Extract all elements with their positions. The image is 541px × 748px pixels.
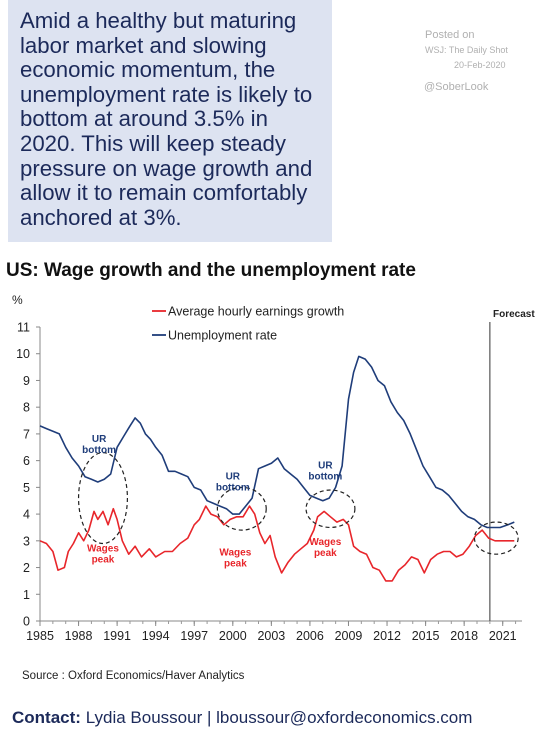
watermark-date: 20-Feb-2020 <box>454 60 506 70</box>
x-tick-label: 2015 <box>412 629 440 643</box>
callout-text: Amid a healthy but maturing labor market… <box>20 8 336 230</box>
forecast-label: Forecast <box>493 309 535 320</box>
callout-line: Amid a healthy but maturing <box>20 8 297 33</box>
annotation-wg2-line: peak <box>224 559 247 570</box>
y-tick-label: 7 <box>23 427 30 441</box>
callout-line: 2020. This will keep steady <box>20 130 286 156</box>
line-chart: % 0 1 2 3 4 5 6 7 8 9 10 11 1985 1988 1991 1994 1997 2000 2… <box>12 293 535 643</box>
watermark-posted: Posted on <box>425 29 475 41</box>
callout-line: economic momentum, the <box>20 57 276 83</box>
y-axis-label: % <box>12 293 23 307</box>
contact-line: Contact: Lydia Boussour | lboussour@oxfo… <box>12 708 472 728</box>
y-tick-label: 4 <box>23 508 30 522</box>
y-tick-label: 11 <box>17 321 30 335</box>
watermark-source: WSJ: The Daily Shot <box>425 45 508 55</box>
y-tick-label: 10 <box>16 347 30 361</box>
callout-line: allow it to remain comfortably <box>20 180 308 206</box>
callout-line: pressure on wage growth and <box>20 155 313 181</box>
y-tick-label: 5 <box>23 481 30 495</box>
x-tick-label: 2009 <box>335 629 363 643</box>
x-tick-label: 2012 <box>373 629 401 643</box>
x-tick-label: 2003 <box>257 629 285 643</box>
y-tick-label: 6 <box>23 454 30 468</box>
y-tick-label: 2 <box>23 561 30 575</box>
annotation-ur1-line: bottom <box>82 445 116 456</box>
x-tick-label: 1994 <box>142 629 170 643</box>
callout-line: bottom at around 3.5% in <box>20 106 268 132</box>
chart-title: US: Wage growth and the unemployment rat… <box>6 260 416 281</box>
x-tick-label: 2021 <box>489 629 517 643</box>
x-tick-label: 2006 <box>296 629 324 643</box>
annotation-wg2-line: Wages <box>219 548 251 559</box>
annotation-wg1-line: Wages <box>87 544 119 555</box>
annotation-wg3-line: peak <box>314 548 337 559</box>
annotation-wg3-line: Wages <box>309 537 341 548</box>
source-note: Source : Oxford Economics/Haver Analytic… <box>22 670 245 682</box>
x-tick-label: 2018 <box>450 629 478 643</box>
highlight-circle <box>77 452 129 545</box>
legend-label-unemployment: Unemployment rate <box>168 329 277 343</box>
highlight-circle <box>305 489 356 529</box>
annotation-ur2-line: bottom <box>216 482 250 493</box>
y-tick-label: 8 <box>23 401 30 415</box>
y-tick-label: 0 <box>23 615 30 629</box>
y-tick-label: 9 <box>23 374 30 388</box>
annotation-ur3-line: UR <box>318 461 333 472</box>
wages-series-line <box>39 505 515 582</box>
highlight-circle <box>473 521 519 555</box>
callout-line: labor market and slowing <box>20 32 267 58</box>
callout-box: Amid a healthy but maturing labor market… <box>8 0 332 242</box>
x-tick-label: 1997 <box>180 629 208 643</box>
contact-text: Lydia Boussour | lboussour@oxfordeconomi… <box>85 708 473 727</box>
highlight-circle <box>216 486 267 531</box>
annotation-ur1-line: UR <box>92 434 107 445</box>
annotation-ur2-line: UR <box>226 471 241 482</box>
x-tick-label: 1985 <box>26 629 54 643</box>
annotation-wg1-line: peak <box>92 555 115 566</box>
annotation-ur3-line: bottom <box>308 472 342 483</box>
callout-line: anchored at 3%. <box>20 204 182 230</box>
callout-line: unemployment rate is likely to <box>20 81 313 107</box>
x-tick-label: 1988 <box>65 629 93 643</box>
y-tick-label: 3 <box>23 534 30 548</box>
legend-label-wages: Average hourly earnings growth <box>168 305 344 319</box>
y-tick-label: 1 <box>23 588 30 602</box>
unemployment-series-line <box>39 355 515 529</box>
x-tick-label: 1991 <box>103 629 131 643</box>
contact-label: Contact: <box>12 708 81 727</box>
watermark-handle: @SoberLook <box>424 81 489 93</box>
x-tick-label: 2000 <box>219 629 247 643</box>
